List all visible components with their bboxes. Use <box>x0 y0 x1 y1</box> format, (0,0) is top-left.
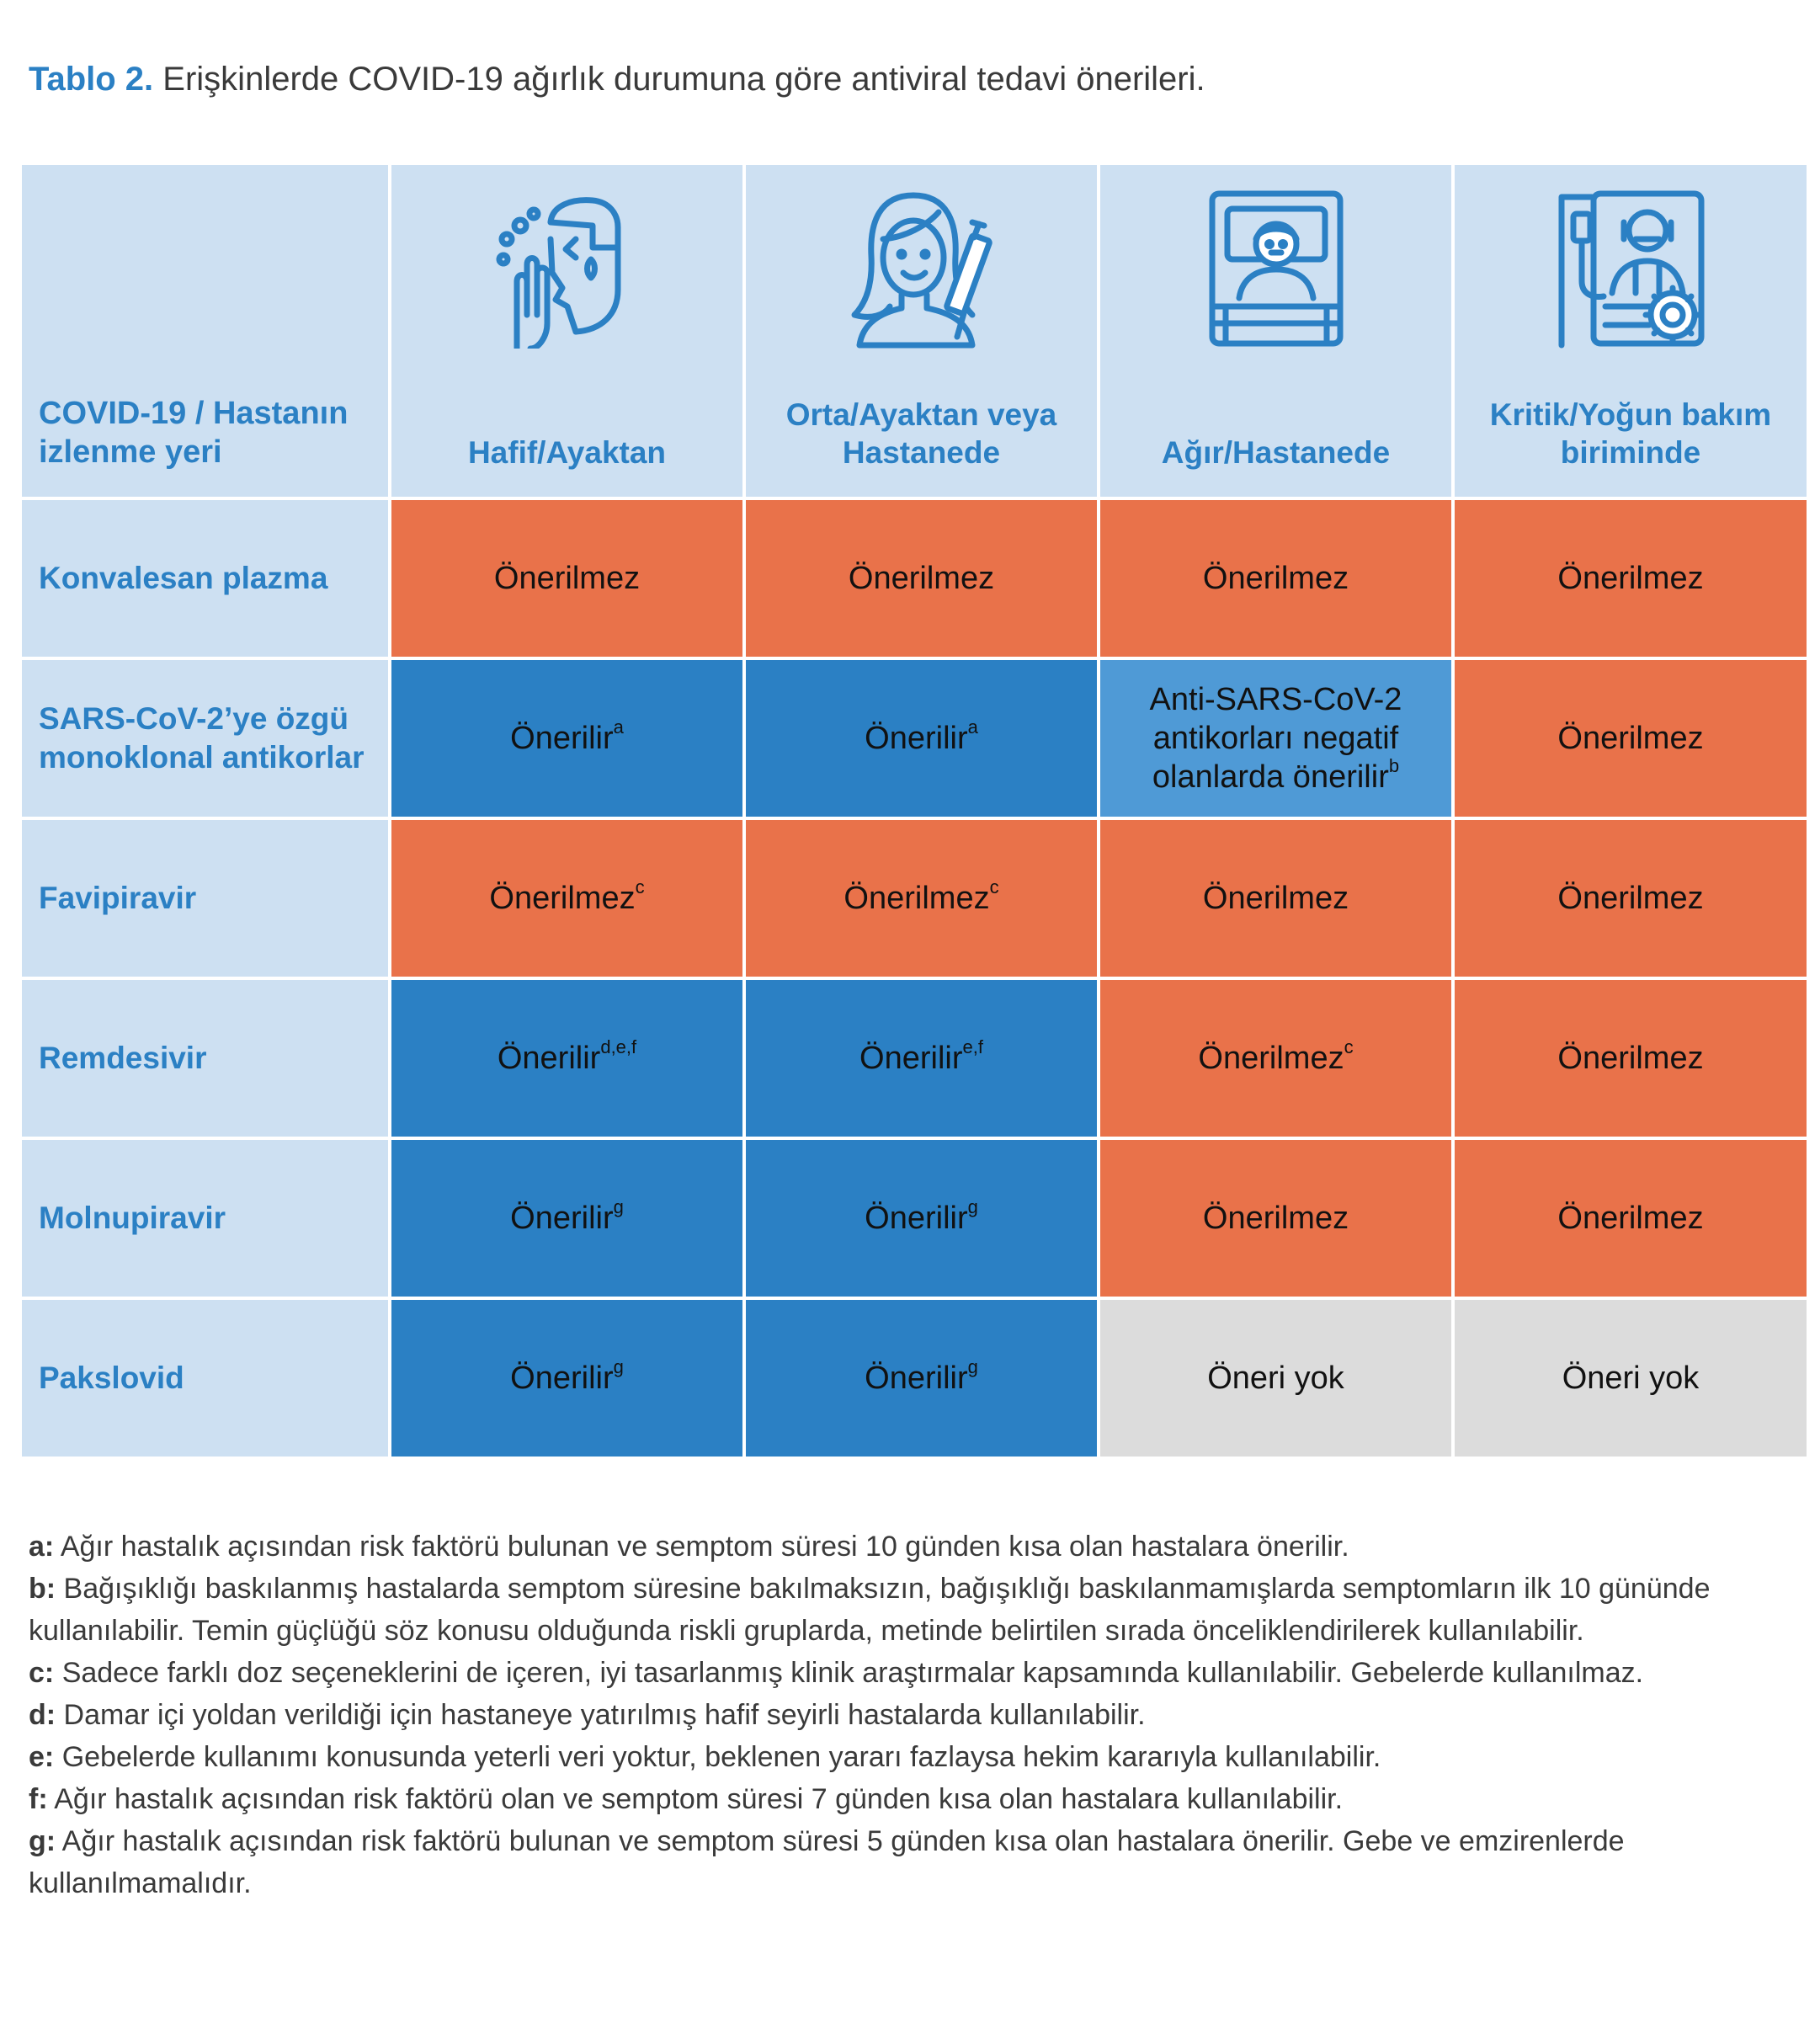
patient-with-iv-and-virus-icon <box>1558 190 1705 349</box>
cell-favipiravir-severe: Önerilmez <box>1100 820 1451 977</box>
footnote-f: f: Ağır hastalık açısından risk faktörü … <box>29 1783 1344 1815</box>
caption-text: Erişkinlerde COVID-19 ağırlık durumuna g… <box>162 61 1205 98</box>
column-header-severe-label: Ağır/Hastanede <box>1161 435 1391 470</box>
cell-molnupiravir-severe: Önerilmez <box>1100 1140 1451 1297</box>
cell-molnupiravir-critical: Önerilmez <box>1455 1140 1807 1297</box>
footnote-d: d: Damar içi yoldan verildiği için hasta… <box>29 1699 1146 1731</box>
woman-with-syringe-icon <box>851 192 992 349</box>
patient-in-bed-icon <box>1209 190 1343 347</box>
cell-paxlovid-moderate: Önerilirg <box>746 1300 1097 1457</box>
footnote-ref: g <box>967 1356 978 1378</box>
row-label-convalescent-plasma: Konvalesan plazma <box>22 500 388 657</box>
cell-molnupiravir-moderate: Önerilirg <box>746 1140 1097 1297</box>
corner-header: COVID-19 / Hastanın izlenme yeri <box>22 165 388 497</box>
column-header-critical: Kritik/Yoğun bakım biriminde <box>1455 165 1807 497</box>
cell-paxlovid-mild: Önerilirg <box>391 1300 742 1457</box>
cell-mab-severe: Anti-SARS-CoV-2 antikorları negatif olan… <box>1100 660 1451 817</box>
row-label-monoclonal-antibodies: SARS-CoV-2’ye özgü monoklonal antikorlar <box>22 660 388 817</box>
column-header-mild: Hafif/Ayaktan <box>391 165 742 497</box>
cell-mab-moderate: Önerilira <box>746 660 1097 817</box>
footnote-ref: c <box>989 876 999 898</box>
column-header-critical-label: Kritik/Yoğun bakım biriminde <box>1489 397 1772 470</box>
footnote-b: b: Bağışıklığı baskılanmış hastalarda se… <box>29 1573 1711 1647</box>
column-header-severe: Ağır/Hastanede <box>1100 165 1451 497</box>
cell-favipiravir-mild: Önerilmezc <box>391 820 742 977</box>
corner-header-text: COVID-19 / Hastanın izlenme yeri <box>39 396 349 470</box>
footnote-ref: b <box>1388 755 1400 777</box>
row-label-favipiravir: Favipiravir <box>22 820 388 977</box>
cell-plasma-severe: Önerilmez <box>1100 500 1451 657</box>
footnote-ref: c <box>1344 1036 1354 1058</box>
footnote-ref: g <box>613 1356 624 1378</box>
footnote-ref: g <box>613 1196 624 1218</box>
footnote-ref: a <box>967 716 978 738</box>
column-header-moderate: Orta/Ayaktan veya Hastanede <box>746 165 1097 497</box>
footnote-ref: c <box>635 876 645 898</box>
cell-remdesivir-severe: Önerilmezc <box>1100 980 1451 1137</box>
row-label-molnupiravir: Molnupiravir <box>22 1140 388 1297</box>
cell-plasma-mild: Önerilmez <box>391 500 742 657</box>
treatment-table: COVID-19 / Hastanın izlenme yeri Hafif/A… <box>22 165 1807 1457</box>
column-header-mild-label: Hafif/Ayaktan <box>467 435 667 470</box>
cell-plasma-moderate: Önerilmez <box>746 500 1097 657</box>
footnote-a: a: Ağır hastalık açısından risk faktörü … <box>29 1531 1349 1563</box>
footnote-ref: a <box>613 716 624 738</box>
cell-molnupiravir-mild: Önerilirg <box>391 1140 742 1297</box>
footnote-ref: g <box>967 1196 978 1218</box>
footnotes: a: Ağır hastalık açısından risk faktörü … <box>29 1526 1780 1904</box>
cell-paxlovid-severe: Öneri yok <box>1100 1300 1451 1457</box>
column-header-moderate-label: Orta/Ayaktan veya Hastanede <box>785 397 1057 470</box>
footnote-e: e: Gebelerde kullanımı konusunda yeterli… <box>29 1741 1381 1773</box>
cell-remdesivir-mild: Önerilird,e,f <box>391 980 742 1137</box>
cell-paxlovid-critical: Öneri yok <box>1455 1300 1807 1457</box>
cell-remdesivir-critical: Önerilmez <box>1455 980 1807 1137</box>
row-label-remdesivir: Remdesivir <box>22 980 388 1137</box>
cell-remdesivir-moderate: Önerilire,f <box>746 980 1097 1137</box>
row-label-paxlovid: Pakslovid <box>22 1300 388 1457</box>
cell-plasma-critical: Önerilmez <box>1455 500 1807 657</box>
table-caption: Tablo 2. Erişkinlerde COVID-19 ağırlık d… <box>29 61 1205 99</box>
sneezing-person-icon <box>496 197 620 349</box>
footnote-ref: e,f <box>962 1036 983 1058</box>
cell-mab-mild: Önerilira <box>391 660 742 817</box>
caption-label: Tablo 2. <box>29 61 154 98</box>
footnote-ref: d,e,f <box>600 1036 637 1058</box>
footnote-g: g: Ağır hastalık açısından risk faktörü … <box>29 1825 1625 1899</box>
footnote-c: c: Sadece farklı doz seçeneklerini de iç… <box>29 1657 1644 1689</box>
cell-favipiravir-critical: Önerilmez <box>1455 820 1807 977</box>
cell-favipiravir-moderate: Önerilmezc <box>746 820 1097 977</box>
cell-mab-critical: Önerilmez <box>1455 660 1807 817</box>
